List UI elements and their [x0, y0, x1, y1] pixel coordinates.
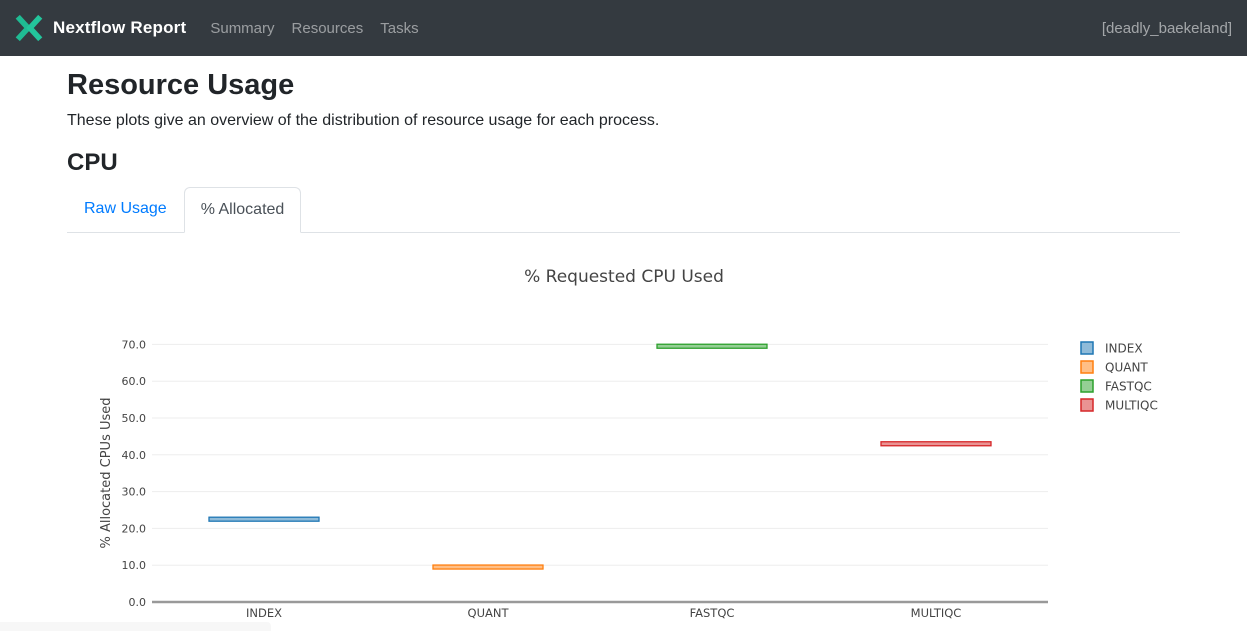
- tab-raw-usage[interactable]: Raw Usage: [67, 186, 184, 232]
- x-tick-label: FASTQC: [690, 606, 735, 620]
- nav-link-resources[interactable]: Resources: [292, 20, 364, 37]
- y-axis-title: % Allocated CPUs Used: [99, 398, 114, 549]
- navbar-brand[interactable]: Nextflow Report: [53, 18, 186, 38]
- tab-pct-allocated[interactable]: % Allocated: [184, 187, 302, 233]
- x-tick-label: MULTIQC: [911, 606, 962, 620]
- box-mark-multiqc[interactable]: [881, 442, 991, 446]
- legend-swatch-quant[interactable]: [1081, 361, 1093, 373]
- y-tick-label: 20.0: [122, 523, 147, 536]
- legend-swatch-multiqc[interactable]: [1081, 399, 1093, 411]
- y-tick-label: 10.0: [122, 560, 147, 573]
- x-tick-label: QUANT: [468, 606, 510, 620]
- cpu-allocated-chart: % Requested CPU Used 0.0 10.0 20.0 30.0 40.0 5…: [0, 233, 1247, 636]
- box-mark-fastqc[interactable]: [657, 345, 767, 349]
- nav-link-tasks[interactable]: Tasks: [380, 20, 418, 37]
- cpu-chart-svg[interactable]: % Requested CPU Used 0.0 10.0 20.0 30.0 40.0 5…: [0, 233, 1247, 636]
- section-title-cpu: CPU: [67, 149, 1180, 177]
- chart-title: % Requested CPU Used: [524, 267, 724, 287]
- browser-status-bubble: [0, 622, 271, 631]
- run-name-badge: [deadly_baekeland]: [1102, 20, 1232, 37]
- y-tick-label: 30.0: [122, 486, 147, 499]
- x-tick-label: INDEX: [246, 606, 282, 620]
- page-title: Resource Usage: [67, 69, 1180, 102]
- y-tick-label: 40.0: [122, 449, 147, 462]
- box-mark-quant[interactable]: [433, 565, 543, 569]
- legend-label-index[interactable]: INDEX: [1105, 342, 1143, 356]
- page-description: These plots give an overview of the dist…: [67, 112, 1180, 130]
- y-tick-label: 60.0: [122, 376, 147, 389]
- legend-label-multiqc[interactable]: MULTIQC: [1105, 399, 1158, 413]
- nextflow-logo-icon: [14, 13, 44, 43]
- legend-swatch-fastqc[interactable]: [1081, 380, 1093, 392]
- y-tick-label: 50.0: [122, 412, 147, 425]
- box-mark-index[interactable]: [209, 518, 319, 522]
- legend-label-quant[interactable]: QUANT: [1105, 361, 1148, 375]
- nav-link-summary[interactable]: Summary: [210, 20, 274, 37]
- navbar: Nextflow Report Summary Resources Tasks …: [0, 0, 1247, 56]
- main-content: Resource Usage These plots give an overv…: [67, 69, 1180, 636]
- y-tick-label: 0.0: [129, 596, 147, 609]
- cpu-tab-bar: Raw Usage % Allocated: [67, 186, 1180, 233]
- y-tick-label: 70.0: [122, 339, 147, 352]
- legend-swatch-index[interactable]: [1081, 342, 1093, 354]
- legend-label-fastqc[interactable]: FASTQC: [1105, 380, 1152, 394]
